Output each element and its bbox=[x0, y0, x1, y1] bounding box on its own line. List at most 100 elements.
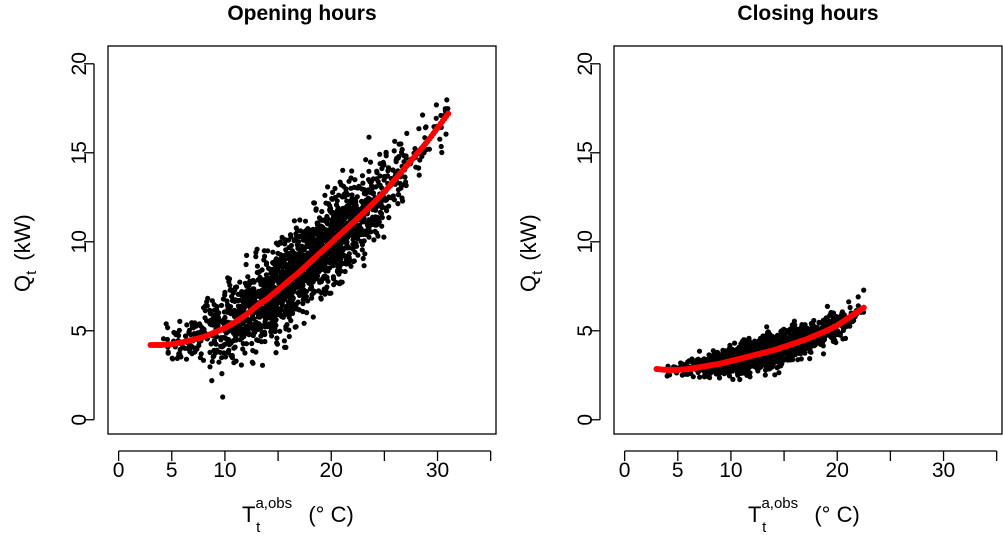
data-point bbox=[354, 235, 360, 241]
data-point bbox=[720, 369, 726, 375]
data-point bbox=[269, 333, 275, 339]
data-point bbox=[302, 257, 308, 263]
data-point bbox=[308, 284, 315, 290]
data-point bbox=[220, 320, 227, 326]
data-point bbox=[165, 349, 171, 355]
data-point bbox=[386, 215, 392, 221]
data-point bbox=[764, 324, 770, 330]
data-point bbox=[300, 300, 306, 307]
data-point bbox=[338, 211, 344, 217]
data-point bbox=[229, 352, 235, 359]
data-point bbox=[243, 261, 249, 268]
data-point bbox=[300, 297, 306, 303]
data-point bbox=[245, 274, 251, 280]
data-point bbox=[298, 228, 304, 234]
data-point bbox=[294, 305, 300, 312]
data-point bbox=[734, 349, 741, 355]
data-point bbox=[762, 362, 769, 368]
data-point bbox=[795, 345, 801, 351]
data-point bbox=[360, 231, 366, 237]
data-point bbox=[678, 360, 684, 366]
data-point bbox=[802, 322, 808, 328]
data-point bbox=[346, 251, 352, 257]
data-point bbox=[273, 350, 279, 356]
data-point bbox=[443, 131, 449, 137]
data-point bbox=[221, 309, 227, 315]
data-point bbox=[262, 319, 268, 325]
data-point bbox=[270, 260, 276, 266]
data-point bbox=[385, 168, 391, 174]
data-point bbox=[775, 341, 781, 347]
data-point bbox=[311, 200, 317, 206]
data-point bbox=[310, 314, 316, 320]
data-point bbox=[322, 262, 328, 268]
data-point bbox=[261, 248, 267, 254]
data-point bbox=[768, 357, 774, 363]
data-point bbox=[781, 336, 788, 342]
data-point bbox=[337, 251, 343, 257]
data-point bbox=[207, 310, 213, 316]
data-point bbox=[213, 341, 219, 347]
data-point bbox=[803, 342, 809, 349]
data-point bbox=[329, 196, 335, 202]
data-point bbox=[289, 262, 295, 268]
x-tick-label: 30 bbox=[932, 459, 955, 482]
data-point bbox=[368, 183, 375, 189]
data-point bbox=[735, 372, 741, 378]
data-point bbox=[359, 186, 365, 192]
data-point bbox=[737, 376, 743, 383]
data-point bbox=[772, 372, 778, 378]
data-point bbox=[745, 347, 751, 353]
data-point bbox=[204, 303, 210, 309]
data-point bbox=[833, 316, 839, 322]
data-point bbox=[281, 338, 287, 344]
y-tick-label: 5 bbox=[68, 325, 91, 337]
data-point bbox=[191, 331, 197, 337]
data-point bbox=[246, 282, 252, 288]
data-point bbox=[319, 224, 325, 230]
x-tick-label: 0 bbox=[619, 459, 631, 482]
data-point bbox=[746, 359, 752, 365]
data-point bbox=[240, 300, 247, 306]
data-point bbox=[340, 205, 346, 211]
data-point bbox=[790, 357, 796, 363]
data-point bbox=[204, 318, 210, 324]
data-point bbox=[329, 231, 336, 237]
data-point bbox=[684, 371, 690, 377]
data-point bbox=[301, 275, 307, 281]
data-point bbox=[246, 332, 252, 338]
data-point bbox=[253, 254, 259, 260]
data-point bbox=[274, 335, 280, 341]
data-point bbox=[209, 298, 215, 304]
data-point bbox=[294, 242, 300, 248]
data-point bbox=[778, 355, 785, 362]
data-point bbox=[220, 394, 226, 400]
data-point bbox=[416, 126, 422, 132]
x-axis-label: Ta,obs t(° C) bbox=[242, 495, 354, 535]
data-point bbox=[226, 279, 232, 285]
data-point bbox=[303, 293, 309, 300]
data-point bbox=[325, 257, 331, 263]
data-point bbox=[288, 242, 294, 249]
data-point bbox=[189, 323, 195, 330]
data-point bbox=[365, 187, 371, 193]
data-point bbox=[444, 97, 450, 103]
data-point bbox=[295, 299, 301, 305]
data-point bbox=[761, 358, 767, 364]
data-point bbox=[279, 234, 285, 240]
data-point bbox=[263, 272, 269, 278]
data-point bbox=[345, 203, 352, 209]
data-point bbox=[739, 345, 745, 351]
data-point bbox=[307, 280, 313, 286]
data-point bbox=[379, 165, 385, 172]
data-point bbox=[379, 223, 385, 229]
data-point bbox=[391, 148, 397, 154]
data-point bbox=[224, 298, 230, 304]
data-point bbox=[355, 252, 361, 258]
data-point bbox=[725, 354, 731, 360]
data-point bbox=[304, 272, 311, 278]
data-point bbox=[247, 295, 253, 301]
data-point bbox=[207, 364, 213, 370]
data-point bbox=[197, 355, 203, 361]
data-point bbox=[330, 274, 336, 280]
